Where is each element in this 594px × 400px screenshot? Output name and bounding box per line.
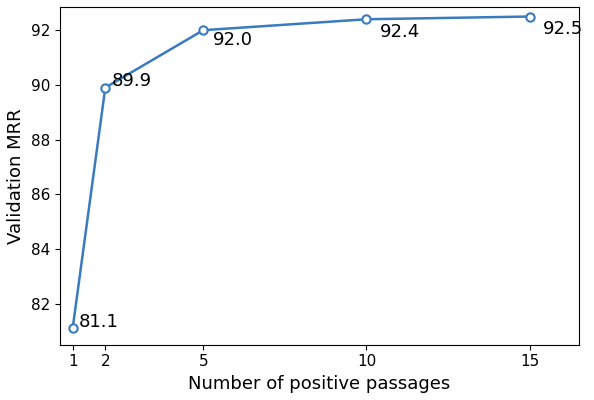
Text: 92.4: 92.4 [380, 22, 420, 40]
Text: 89.9: 89.9 [112, 72, 152, 90]
Y-axis label: Validation MRR: Validation MRR [7, 108, 25, 244]
X-axis label: Number of positive passages: Number of positive passages [188, 375, 450, 393]
Text: 81.1: 81.1 [79, 312, 119, 330]
Text: 92.5: 92.5 [543, 20, 583, 38]
Text: 92.0: 92.0 [213, 31, 253, 49]
